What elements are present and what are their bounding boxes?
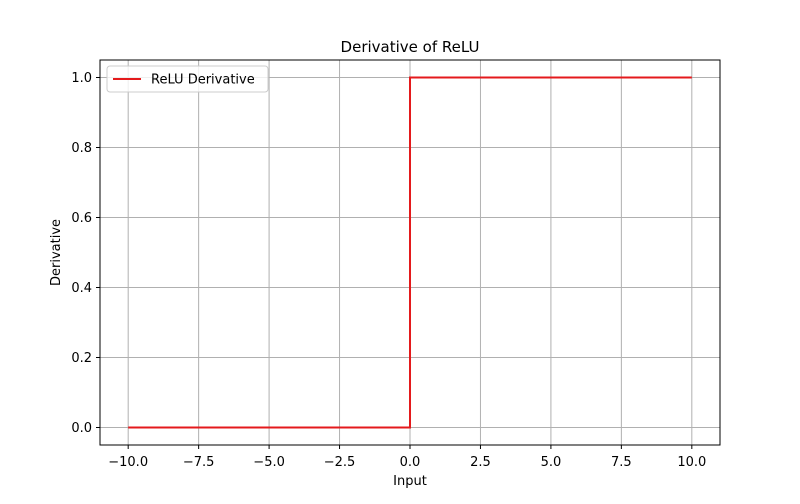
series-line-0 — [128, 76, 692, 429]
legend-label: ReLU Derivative — [151, 73, 255, 88]
legend-box — [106, 65, 269, 93]
chart-title: Derivative of ReLU — [341, 38, 480, 56]
x-tick-label: 10.0 — [677, 455, 706, 470]
x-tick-label: −5.0 — [253, 455, 285, 470]
x-axis-label: Input — [393, 474, 427, 489]
y-tick-label: 0.8 — [71, 141, 92, 156]
y-tick-label: 1.0 — [71, 71, 92, 86]
x-tick-label: 5.0 — [541, 455, 562, 470]
y-tick-label: 0.2 — [71, 351, 92, 366]
x-tick-label: 0.0 — [400, 455, 421, 470]
plot-series — [128, 76, 692, 429]
y-tick-label: 0.4 — [71, 281, 92, 296]
y-tick-label: 0.6 — [71, 211, 92, 226]
legend: ReLU Derivative — [106, 65, 269, 93]
x-tick-label: −7.5 — [183, 455, 215, 470]
x-tick-label: −10.0 — [108, 455, 148, 470]
y-tick-label: 0.0 — [71, 421, 92, 436]
x-tick-label: 2.5 — [470, 455, 491, 470]
x-tick-label: −2.5 — [324, 455, 356, 470]
x-tick-label: 7.5 — [611, 455, 632, 470]
y-axis-ticks: 0.0 0.2 0.4 0.6 0.8 1.0 — [71, 71, 100, 436]
x-axis-ticks: −10.0 −7.5 −5.0 −2.5 0.0 2.5 5.0 7.5 10.0 — [108, 445, 706, 470]
y-axis-label: Derivative — [49, 219, 64, 286]
